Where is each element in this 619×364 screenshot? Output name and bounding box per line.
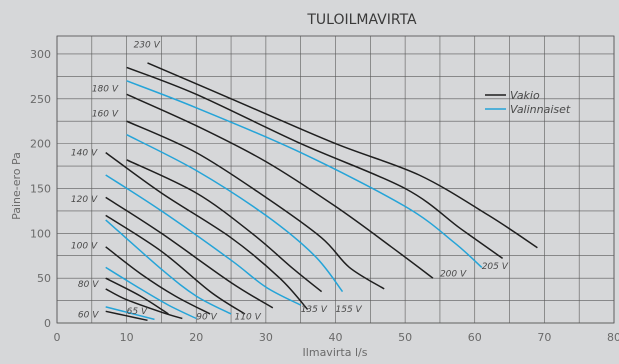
series-line — [105, 310, 148, 322]
y-tick-label: 0 — [44, 317, 51, 330]
series-line — [126, 80, 483, 268]
x-tick-label: 40 — [329, 331, 343, 344]
y-tick-label: 200 — [30, 138, 51, 151]
voltage-label: 155 V — [336, 305, 363, 315]
voltage-label: 135 V — [301, 305, 328, 315]
series-line — [126, 120, 385, 290]
series-line — [105, 214, 246, 315]
voltage-label: 200 V — [440, 269, 467, 279]
grid — [56, 35, 615, 324]
series-line — [105, 219, 232, 315]
y-tick-label: 50 — [37, 272, 51, 285]
series-line — [105, 306, 155, 321]
x-axis-label: Ilmavirta l/s — [303, 346, 368, 359]
legend-label: Vakio — [510, 89, 540, 102]
series-line — [105, 151, 309, 310]
voltage-label: 65 V — [127, 307, 148, 317]
x-tick-label: 60 — [468, 331, 482, 344]
x-tick-label: 10 — [120, 331, 134, 344]
x-tick-label: 80 — [607, 331, 619, 344]
voltage-label: 205 V — [482, 262, 509, 272]
series-line — [105, 174, 302, 306]
chart-title: TULOILMAVIRTA — [306, 12, 417, 28]
series-line — [126, 93, 434, 279]
voltage-labels: 230 V 180 V 160 V 140 V 120 V 100 V 80 V 60 V 65… — [71, 41, 509, 323]
x-tick-label: 50 — [398, 331, 412, 344]
voltage-label: 100 V — [71, 242, 98, 252]
series-line — [105, 277, 169, 315]
legend-label: Valinnaiset — [510, 103, 571, 116]
voltage-label: 110 V — [235, 312, 262, 322]
series-line — [126, 66, 504, 260]
voltage-label: 60 V — [78, 311, 99, 321]
x-tick-label: 30 — [259, 331, 273, 344]
series-line — [105, 196, 274, 309]
x-tick-label: 20 — [189, 331, 203, 344]
voltage-label: 160 V — [92, 110, 119, 120]
series-line — [105, 246, 211, 315]
y-tick-label: 150 — [30, 182, 51, 195]
series-line — [147, 62, 538, 249]
voltage-label: 180 V — [92, 85, 119, 95]
voltage-label: 90 V — [196, 312, 217, 322]
series-line — [126, 159, 323, 293]
series-line — [105, 288, 183, 320]
voltage-label: 120 V — [71, 195, 98, 205]
voltage-label: 80 V — [78, 280, 99, 290]
voltage-label: 230 V — [134, 41, 161, 51]
axis-ticks: 0 10 20 30 40 50 60 70 80 0 50 100 150 200 250 300 — [30, 48, 619, 344]
series-line — [126, 134, 344, 293]
y-tick-label: 300 — [30, 48, 51, 61]
voltage-label: 140 V — [71, 148, 98, 158]
y-tick-label: 100 — [30, 227, 51, 240]
y-tick-label: 250 — [30, 93, 51, 106]
y-axis-label: Paine-ero Pa — [10, 152, 23, 220]
x-tick-label: 0 — [54, 331, 61, 344]
x-tick-label: 70 — [537, 331, 551, 344]
series-lines — [105, 62, 538, 322]
series-line — [105, 266, 197, 320]
